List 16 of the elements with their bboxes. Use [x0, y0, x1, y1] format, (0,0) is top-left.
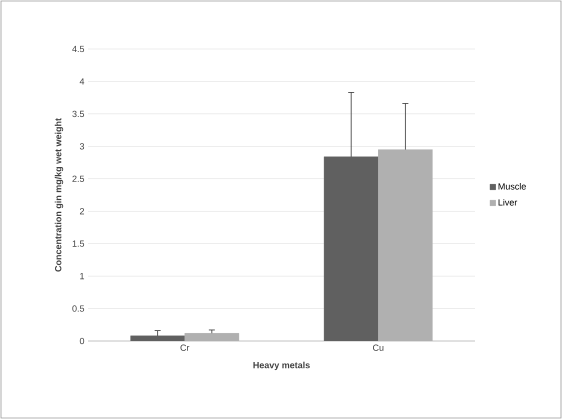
y-tick-label: 3 [80, 143, 84, 150]
x-axis-title: Heavy metals [253, 362, 310, 370]
y-tick-label: 4 [80, 78, 84, 85]
y-axis-title: Concentration gin mg/kg wet weight [54, 118, 64, 272]
y-tick-label: 1 [80, 273, 84, 280]
y-tick-label: 1.5 [72, 240, 84, 247]
y-tick-label: 2.5 [72, 176, 84, 182]
legend-label: Liver [498, 198, 518, 206]
x-tick-label: Cr [180, 344, 190, 351]
legend-label: Muscle [498, 183, 526, 190]
y-tick-label: 3.5 [72, 110, 84, 118]
x-tick-label: Cu [372, 344, 384, 351]
y-tick-label: 4.5 [72, 46, 84, 52]
y-tick-label: 0.5 [72, 305, 84, 312]
y-tick-label: 0 [80, 338, 84, 344]
y-tick-label: 2 [80, 208, 84, 214]
